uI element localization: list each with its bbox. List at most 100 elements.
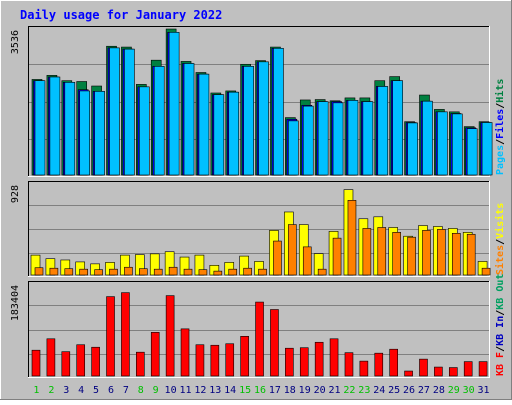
- bar-kbf-31: [478, 361, 488, 377]
- bar-pages-19: [302, 105, 314, 176]
- x-label-22: 22: [343, 385, 355, 396]
- bar-kbf-14: [225, 343, 235, 377]
- legend-item: /: [495, 239, 506, 245]
- bar-sites-22: [347, 200, 357, 276]
- bar-pages-17: [273, 47, 284, 176]
- bar-pages-31: [481, 122, 493, 176]
- bar-kbf-9: [150, 332, 160, 377]
- bar-sites-18: [288, 224, 297, 276]
- bar-sites-19: [302, 246, 312, 276]
- bar-kbf-26: [404, 370, 413, 377]
- bar-pages-4: [79, 90, 91, 176]
- legend-item: KB In: [495, 316, 506, 346]
- x-label-28: 28: [433, 385, 445, 396]
- x-label-9: 9: [153, 385, 159, 396]
- legend-item: Hits: [494, 79, 506, 103]
- legend-item: /: [495, 139, 506, 145]
- legend-item: /: [495, 310, 506, 316]
- x-label-25: 25: [388, 385, 400, 396]
- x-label-13: 13: [209, 385, 221, 396]
- bar-pages-9: [153, 66, 165, 176]
- bar-pages-28: [437, 111, 448, 176]
- x-label-23: 23: [358, 385, 370, 396]
- bar-pages-24: [377, 86, 389, 176]
- x-label-24: 24: [373, 385, 385, 396]
- max-label-kb: 183404: [10, 285, 21, 321]
- bar-pages-1: [34, 80, 46, 176]
- x-label-14: 14: [224, 385, 236, 396]
- bar-kbf-11: [180, 328, 190, 377]
- legend-hits-files-pages: Pages/Files/Hits: [494, 79, 506, 175]
- bar-sites-12: [198, 269, 208, 276]
- panel-visits-sites: 928 Sites/Visits: [10, 181, 506, 277]
- bar-sites-11: [183, 268, 193, 276]
- x-label-6: 6: [108, 385, 114, 396]
- bar-sites-29: [451, 232, 461, 276]
- x-label-8: 8: [138, 385, 144, 396]
- bar-pages-11: [183, 63, 195, 176]
- bar-sites-9: [153, 268, 163, 276]
- bar-kbf-10: [165, 295, 175, 377]
- bar-sites-25: [392, 232, 401, 276]
- x-label-26: 26: [403, 385, 415, 396]
- bar-sites-13: [213, 270, 223, 276]
- bar-kbf-28: [434, 366, 443, 377]
- bar-kbf-29: [448, 367, 458, 377]
- bar-pages-29: [451, 113, 463, 176]
- x-label-30: 30: [463, 385, 475, 396]
- bar-sites-5: [94, 269, 103, 276]
- bar-kbf-3: [61, 351, 71, 377]
- bar-kbf-17: [270, 309, 279, 377]
- x-axis-labels: 1 2 3 4 5 6 7 8 9 10 11 12 13 14 15 16 17 18 19 20 21 22 23 24 2…: [33, 385, 489, 396]
- bar-sites-30: [466, 233, 476, 276]
- chart-title: Daily usage for January 2022: [20, 8, 222, 22]
- x-label-20: 20: [314, 385, 326, 396]
- legend-item: Pages: [495, 145, 506, 175]
- bar-sites-23: [362, 228, 372, 276]
- bar-sites-7: [124, 266, 133, 276]
- legend-item: KB F: [495, 352, 506, 376]
- bar-kbf-4: [76, 344, 86, 377]
- bar-sites-14: [228, 268, 238, 276]
- bar-pages-23: [362, 101, 374, 176]
- bar-sites-21: [332, 237, 342, 276]
- bar-pages-21: [332, 102, 344, 176]
- max-label-visits-sites: 928: [10, 185, 21, 203]
- bar-sites-31: [481, 267, 491, 276]
- bar-sites-24: [377, 227, 387, 276]
- bar-sites-8: [139, 268, 148, 276]
- bar-kbf-8: [136, 351, 145, 377]
- bar-pages-18: [288, 120, 299, 176]
- bar-pages-27: [422, 100, 433, 176]
- legend-item: Sites: [494, 245, 506, 275]
- x-label-12: 12: [194, 385, 206, 396]
- bar-kbf-27: [419, 358, 428, 377]
- bar-pages-7: [124, 48, 135, 176]
- x-label-27: 27: [418, 385, 430, 396]
- bar-kbf-20: [314, 341, 324, 377]
- bar-sites-20: [317, 268, 327, 276]
- bar-kbf-13: [210, 344, 220, 377]
- bar-kbf-18: [285, 347, 294, 377]
- x-label-10: 10: [165, 385, 177, 396]
- bar-kbf-19: [299, 347, 309, 377]
- x-label-21: 21: [328, 385, 340, 396]
- bar-sites-2: [49, 267, 59, 276]
- legend-item: Files: [494, 109, 506, 139]
- bar-pages-13: [213, 94, 225, 176]
- bar-kbf-7: [121, 292, 130, 377]
- bar-sites-15: [243, 267, 252, 276]
- bar-pages-8: [139, 86, 150, 176]
- max-label-hits-files-pages: 3536: [10, 30, 21, 54]
- bar-kbf-2: [46, 338, 56, 377]
- bar-kbf-22: [344, 352, 354, 377]
- bar-pages-10: [168, 31, 180, 176]
- legend-visits-sites: Sites/Visits: [494, 203, 506, 275]
- bar-sites-17: [273, 240, 282, 276]
- bar-kbf-30: [463, 361, 473, 377]
- bar-sites-4: [79, 268, 89, 276]
- x-label-11: 11: [179, 385, 191, 396]
